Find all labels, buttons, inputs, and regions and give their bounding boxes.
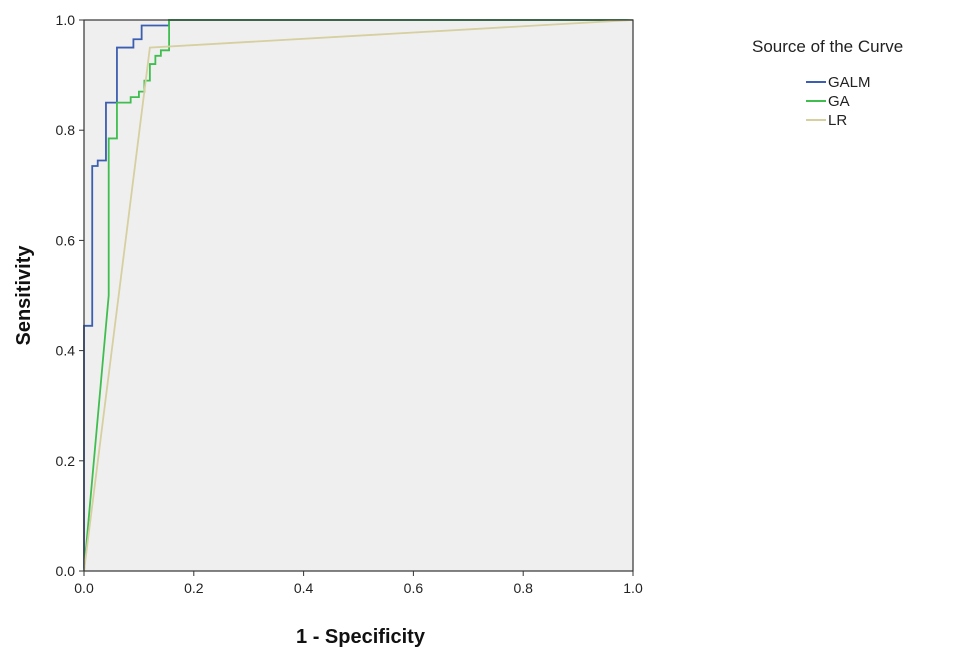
plot-frame bbox=[83, 19, 634, 572]
legend-title: Source of the Curve bbox=[752, 37, 903, 56]
legend-label-galm: GALM bbox=[828, 74, 871, 91]
plot-area bbox=[84, 20, 633, 571]
y-tick-label: 0.2 bbox=[56, 453, 76, 469]
x-tick-label: 0.6 bbox=[404, 580, 424, 596]
x-axis: 0.0 0.2 0.4 0.6 0.8 1.0 bbox=[74, 571, 643, 596]
y-axis: 0.0 0.2 0.4 0.6 0.8 1.0 bbox=[56, 12, 84, 579]
x-tick-label: 0.2 bbox=[184, 580, 204, 596]
y-tick-label: 1.0 bbox=[56, 12, 76, 28]
x-tick-label: 0.4 bbox=[294, 580, 314, 596]
y-tick-label: 0.0 bbox=[56, 563, 76, 579]
x-tick-label: 1.0 bbox=[623, 580, 643, 596]
x-tick-label: 0.8 bbox=[513, 580, 533, 596]
series-layer bbox=[83, 19, 634, 572]
series-line-lr bbox=[83, 19, 634, 572]
legend: GALM GA LR bbox=[806, 74, 871, 129]
legend-label-ga: GA bbox=[828, 93, 850, 110]
legend-label-lr: LR bbox=[828, 112, 847, 129]
y-tick-label: 0.8 bbox=[56, 122, 76, 138]
x-axis-title: 1 - Specificity bbox=[296, 626, 426, 648]
x-tick-label: 0.0 bbox=[74, 580, 94, 596]
y-tick-label: 0.6 bbox=[56, 232, 76, 248]
y-axis-title: Sensitivity bbox=[13, 245, 35, 346]
y-tick-label: 0.4 bbox=[56, 343, 76, 359]
